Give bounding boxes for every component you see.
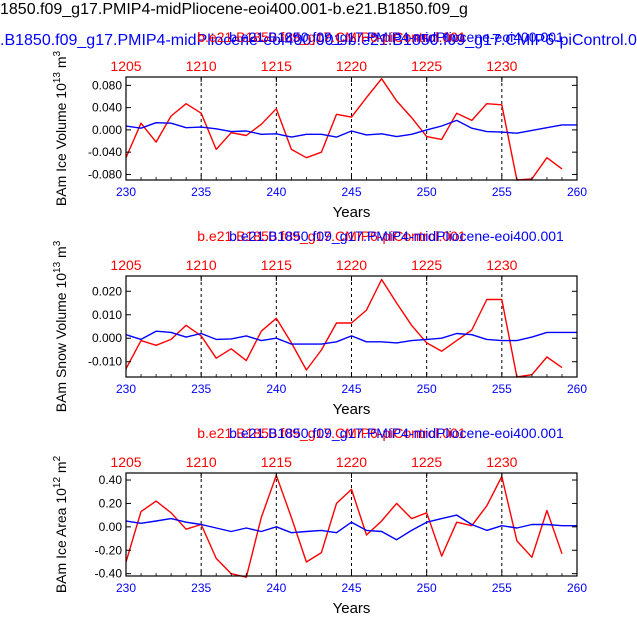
legend-label-midpliocene: b.e21.B1850.f09_g17.PMIP4-midPliocene-eo… (229, 228, 564, 244)
xtick-label: 260 (567, 185, 587, 199)
series-line-picontrol (125, 77, 563, 181)
xtick-label: 255 (492, 185, 512, 199)
ytick-label: 0.20 (99, 496, 123, 510)
xtick-label: 245 (341, 581, 361, 595)
xtick-label: 250 (417, 185, 437, 199)
xtick-label: 235 (191, 382, 211, 396)
ytick-label: -0.040 (88, 145, 122, 159)
plot-frame (125, 76, 578, 181)
chart-panel-3: -0.40 -0.20 0.00 0.20 0.40 230 235 240 245 250 255… (52, 425, 587, 617)
top-xtick-label: 1205 (110, 58, 141, 74)
top-xtick-label: 1215 (261, 454, 292, 470)
figure-title-line2: .B1850.f09_g17.PMIP4-midPliocene-eoi400.… (0, 32, 637, 49)
series-line-midpliocene (125, 119, 577, 138)
top-xtick-label: 1205 (110, 257, 141, 273)
xtick-label: 250 (417, 382, 437, 396)
legend-label-picontrol: b.e21.B1850.f09_g17.CMIP6-piControl.001 (197, 29, 466, 45)
top-xtick-label: 1210 (186, 58, 217, 74)
ytick-label: 0.40 (99, 473, 123, 487)
xtick-label: 240 (266, 382, 286, 396)
top-xtick-label: 1220 (336, 257, 367, 273)
xtick-label: 230 (116, 382, 136, 396)
y-axis-title: BAm Ice Area 1012 m2 (52, 455, 69, 593)
ytick-label: 0.040 (92, 101, 122, 115)
ytick-label: -0.40 (95, 567, 123, 581)
chart-panel-1: -0.080 -0.040 0.000 0.040 0.080 230 235 240 245 2… (52, 29, 587, 221)
series-line-picontrol (125, 278, 563, 378)
legend-label-picontrol: b.e21.B1850.f09_g17.CMIP6-piControl.001 (197, 425, 466, 441)
chart-panel-2: -0.010 0.000 0.010 0.020 230 235 240 245 250 255 2… (52, 228, 587, 418)
legend-label-midpliocene: b.e21.B1850.f09_g17.PMIP4-midPliocene-eo… (229, 425, 564, 441)
ytick-label: 0.000 (92, 123, 122, 137)
top-xtick-label: 1230 (486, 454, 517, 470)
ytick-label: -0.080 (88, 167, 122, 181)
ytick-label: 0.000 (92, 331, 122, 345)
top-xtick-label: 1230 (486, 257, 517, 273)
xtick-label: 240 (266, 185, 286, 199)
top-xtick-label: 1220 (336, 58, 367, 74)
top-xtick-label: 1220 (336, 454, 367, 470)
top-xtick-label: 1215 (261, 58, 292, 74)
ytick-label: -0.20 (95, 543, 123, 557)
xtick-label: 240 (266, 581, 286, 595)
x-axis-title: Years (333, 204, 371, 221)
xtick-label: 235 (191, 185, 211, 199)
top-xtick-label: 1225 (411, 257, 442, 273)
xtick-label: 230 (116, 581, 136, 595)
top-xtick-label: 1230 (486, 58, 517, 74)
xtick-label: 230 (116, 185, 136, 199)
xtick-label: 260 (567, 581, 587, 595)
ytick-label: 0.00 (99, 520, 123, 534)
ytick-label: 0.080 (92, 78, 122, 92)
figure-title-line1: 1850.f09_g17.PMIP4-midPliocene-eoi400.00… (0, 1, 468, 18)
xtick-label: 260 (567, 382, 587, 396)
ytick-label: -0.010 (88, 355, 122, 369)
ytick-label: 0.010 (92, 308, 122, 322)
x-axis-title: Years (333, 600, 371, 617)
y-axis-title: BAm Snow Volume 1013 m3 (52, 240, 69, 412)
top-xtick-label: 1205 (110, 454, 141, 470)
top-xtick-label: 1210 (186, 454, 217, 470)
top-xtick-label: 1215 (261, 257, 292, 273)
xtick-label: 245 (341, 382, 361, 396)
xtick-label: 245 (341, 185, 361, 199)
series-line-midpliocene (125, 514, 577, 541)
ytick-label: 0.020 (92, 284, 122, 298)
xtick-label: 250 (417, 581, 437, 595)
y-axis-title: BAm Ice Volume 1013 m3 (52, 50, 69, 206)
x-axis-title: Years (333, 401, 371, 418)
series-line-midpliocene (125, 330, 577, 345)
legend-label-midpliocene: b.e21.B1850.f09_g17.PMIP4-midPliocene-eo… (229, 29, 564, 45)
top-xtick-label: 1225 (411, 58, 442, 74)
top-xtick-label: 1210 (186, 257, 217, 273)
legend-label-picontrol: b.e21.B1850.f09_g17.CMIP6-piControl.001 (197, 228, 466, 244)
plot-frame (125, 472, 578, 577)
xtick-label: 255 (492, 581, 512, 595)
series-line-picontrol (125, 474, 563, 578)
top-xtick-label: 1225 (411, 454, 442, 470)
xtick-label: 255 (492, 382, 512, 396)
xtick-label: 235 (191, 581, 211, 595)
